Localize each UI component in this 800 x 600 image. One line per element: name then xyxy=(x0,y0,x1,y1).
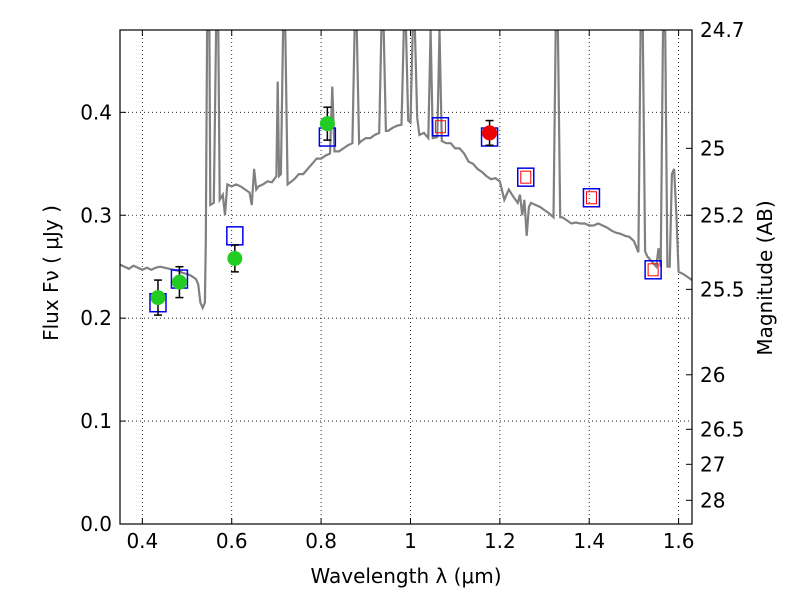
right-tick-label: 28 xyxy=(700,488,725,512)
observed-point xyxy=(319,116,335,132)
x-tick-label: 0.4 xyxy=(126,529,158,553)
x-tick-label: 1.2 xyxy=(484,529,516,553)
model-photometry-square xyxy=(226,226,244,246)
y-tick-label: 0.4 xyxy=(80,100,112,124)
right-tick-label: 26.5 xyxy=(700,417,745,441)
sed-model-line xyxy=(120,30,692,311)
model-photometry-square xyxy=(431,116,450,137)
x-tick-label: 0.6 xyxy=(216,529,248,553)
right-tick-label: 25 xyxy=(700,136,725,160)
model-photometry-square xyxy=(582,188,601,208)
upper-limit-square xyxy=(585,191,597,205)
y-tick-labels: 0.0 0.1 0.2 0.3 0.4 xyxy=(80,100,112,536)
right-tick-label: 27 xyxy=(700,452,725,476)
right-tick-label: 24.7 xyxy=(700,18,745,42)
plot-frame xyxy=(119,29,693,525)
y-tick-label: 0.0 xyxy=(80,512,112,536)
y-tick-label: 0.3 xyxy=(80,203,112,227)
model-photometry-square xyxy=(517,167,535,187)
observed-point xyxy=(227,250,243,266)
model-photometry-square xyxy=(644,260,662,280)
right-tick-label: 25.5 xyxy=(700,277,745,301)
y-axis-title-left: Flux Fν ( μJy ) xyxy=(39,205,63,341)
upper-limit-square xyxy=(647,263,659,277)
plot-area xyxy=(120,30,692,316)
x-tick-label: 1.4 xyxy=(573,529,605,553)
right-tick-label: 25.2 xyxy=(700,203,745,227)
right-tick-label: 26 xyxy=(700,363,725,387)
x-tick-labels: 0.4 0.6 0.8 1 1.2 1.4 1.6 xyxy=(126,529,694,553)
x-tick-label: 1 xyxy=(404,529,417,553)
y-tick-label: 0.1 xyxy=(80,409,112,433)
x-tick-label: 0.8 xyxy=(305,529,337,553)
upper-limit-square xyxy=(434,120,446,134)
x-axis-title: Wavelength λ (μm) xyxy=(310,564,501,588)
right-tick-labels: 24.7 25 25.2 25.5 26 26.5 27 28 xyxy=(700,18,745,512)
observed-point xyxy=(150,290,166,306)
observed-point xyxy=(171,274,187,290)
y-axis-title-right: Magnitude (AB) xyxy=(753,200,777,355)
y-tick-label: 0.2 xyxy=(80,306,112,330)
observed-point xyxy=(482,125,498,141)
x-tick-label: 1.6 xyxy=(663,529,695,553)
upper-limit-square xyxy=(520,170,532,184)
